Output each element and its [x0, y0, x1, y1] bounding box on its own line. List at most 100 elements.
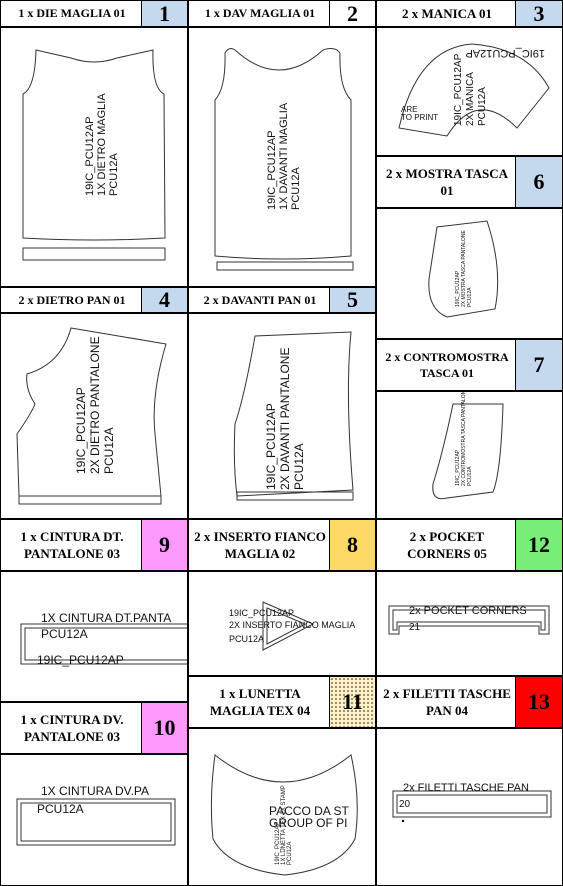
- piece-cell-5: 19IC_PCU12AP 2X DAVANTI PANTALONE PCU12A: [188, 313, 376, 519]
- cell-5-number: 5: [329, 288, 375, 312]
- p5-code: 19IC_PCU12AP: [264, 403, 278, 490]
- header-cell-10: 1 x CINTURA DV. PANTALONE 03 10: [0, 702, 188, 754]
- piece-cell-9: 1X CINTURA DT.PANTA PCU12A 19IC_PCU12AP: [0, 571, 188, 702]
- cell-1-number: 1: [141, 1, 187, 26]
- cell-8-label: 2 x INSERTO FIANCO MAGLIA 02: [194, 529, 326, 561]
- dav-maglia-pattern-piece: 19IC_PCU12AP 1X DAVANTI MAGLIA PCU12A: [214, 48, 354, 271]
- cell-13-label: 2 x FILETTI TASCHE PAN 04: [383, 686, 511, 718]
- p2-name: 1X DAVANTI MAGLIA: [278, 102, 290, 210]
- cell-6-label: 2 x MOSTRA TASCA 01: [386, 166, 508, 198]
- piece-cell-13: 2x FILETTI TASCHE PAN 20: [376, 728, 563, 886]
- dietro-pan-pattern-piece: 19IC_PCU12AP 2X DIETRO PANTALONE PCU12A: [16, 327, 167, 505]
- p2-model: PCU12A: [290, 167, 302, 210]
- p8-name: 2X INSERTO FIANCO MAGLIA: [229, 620, 355, 630]
- p2-code: 19IC_PCU12AP: [266, 131, 278, 211]
- cell-2-label: 1 x DAV MAGLIA 01: [204, 6, 316, 20]
- piece-cell-8: 19IC_PCU12AP 2X INSERTO FIANCO MAGLIA PC…: [188, 571, 376, 676]
- p3-toprint: TO PRINT: [401, 113, 438, 122]
- header-cell-9: 1 x CINTURA DT. PANTALONE 03 9: [0, 519, 188, 571]
- cell-3-label: 2 x MANICA 01: [402, 6, 492, 21]
- p11-pacco: PACCO DA ST: [269, 804, 349, 818]
- p7-name: 2X CONTROMOSTRA TASCA PANTALONE: [461, 392, 467, 486]
- inserto-fianco-pattern-piece: 19IC_PCU12AP 2X INSERTO FIANCO MAGLIA PC…: [229, 601, 355, 651]
- p9-model: PCU12A: [41, 627, 88, 641]
- header-cell-12: 2 x POCKET CORNERS 05 12: [376, 519, 563, 571]
- lunetta-maglia-pattern-piece: PACCO DA ST GROUP OF PI 19IC_PCU12AP 1X …: [210, 754, 358, 876]
- header-cell-7: 2 x CONTROMOSTRA TASCA 01 7: [376, 339, 563, 391]
- p9-code: 19IC_PCU12AP: [37, 653, 124, 667]
- p3-model: PCU12A: [477, 87, 488, 126]
- p1-name: 1X DIETRO MAGLIA: [96, 93, 108, 196]
- cell-13-number: 13: [515, 677, 562, 727]
- p1-code: 19IC_PCU12AP: [84, 117, 96, 197]
- cell-12-number: 12: [515, 520, 562, 570]
- p4-model: PCU12A: [102, 427, 116, 474]
- p8-code: 19IC_PCU12AP: [229, 608, 294, 618]
- p3-are: ARE: [401, 105, 417, 114]
- cell-9-label: 1 x CINTURA DT. PANTALONE 03: [20, 529, 124, 561]
- p12-name: 2x POCKET CORNERS: [409, 605, 527, 617]
- cell-1-label: 1 x DIE MAGLIA 01: [18, 6, 126, 20]
- p7-model: PCU12A: [467, 466, 473, 486]
- p3-code: 19IC_PCU12AP: [453, 53, 464, 126]
- cell-4-number: 4: [141, 288, 187, 312]
- p6-code: 19IC_PCU12AP: [455, 270, 461, 307]
- cintura-dt-pattern-piece: 1X CINTURA DT.PANTA PCU12A 19IC_PCU12AP: [20, 611, 187, 667]
- cell-3-number: 3: [515, 1, 562, 26]
- cell-10-label: 1 x CINTURA DV. PANTALONE 03: [20, 712, 124, 744]
- header-cell-1: 1 x DIE MAGLIA 01 1: [0, 0, 188, 27]
- cell-8-number: 8: [329, 520, 375, 570]
- p8-model: PCU12A: [229, 634, 264, 644]
- p12-number: 21: [409, 622, 421, 633]
- p4-name: 2X DIETRO PANTALONE: [88, 336, 102, 474]
- header-cell-3: 2 x MANICA 01 3: [376, 0, 563, 27]
- contromostra-tasca-pattern-piece: 19IC_PCU12AP 2X CONTROMOSTRA TASCA PANTA…: [432, 392, 504, 500]
- p3-top-code: 19IC_PCU12AP: [466, 47, 546, 59]
- cell-11-number: 11: [329, 677, 375, 727]
- header-cell-5: 2 x DAVANTI PAN 01 5: [188, 287, 376, 313]
- cell-2-number: 2: [329, 1, 375, 26]
- cell-7-number: 7: [515, 340, 562, 390]
- piece-cell-1: 19IC_PCU12AP 1X DIETRO MAGLIA PCU12A: [0, 27, 188, 287]
- manica-pattern-piece: 19IC_PCU12AP 19IC_PCU12AP 2X MANICA PCU1…: [398, 43, 550, 137]
- p11-model: PCU12A: [287, 842, 293, 865]
- p11-name: 1X LUNETTA TEX 2X STAMP: [281, 785, 287, 865]
- p7-code: 19IC_PCU12AP: [455, 449, 461, 486]
- piece-cell-6: 19IC_PCU12AP 2X MOSTRA TASCA PANTALONE P…: [376, 208, 563, 339]
- cell-9-number: 9: [141, 520, 187, 570]
- p11-group: GROUP OF PI: [269, 816, 347, 830]
- piece-cell-3: 19IC_PCU12AP 19IC_PCU12AP 2X MANICA PCU1…: [376, 27, 563, 156]
- p11-code: 19IC_PCU12AP: [275, 822, 281, 865]
- die-maglia-pattern-piece: 19IC_PCU12AP 1X DIETRO MAGLIA PCU12A: [22, 49, 166, 261]
- p1-model: PCU12A: [108, 153, 120, 196]
- p13-number: 20: [399, 799, 411, 810]
- piece-cell-4: 19IC_PCU12AP 2X DIETRO PANTALONE PCU12A: [0, 313, 188, 519]
- header-cell-6: 2 x MOSTRA TASCA 01 6: [376, 156, 563, 208]
- header-cell-8: 2 x INSERTO FIANCO MAGLIA 02 8: [188, 519, 376, 571]
- mostra-tasca-pattern-piece: 19IC_PCU12AP 2X MOSTRA TASCA PANTALONE P…: [428, 220, 499, 318]
- header-cell-11: 1 x LUNETTA MAGLIA TEX 04 11: [188, 676, 376, 728]
- cell-10-number: 10: [141, 703, 187, 753]
- p13-name: 2x FILETTI TASCHE PAN: [403, 782, 529, 794]
- p10-name: 1X CINTURA DV.PA: [41, 784, 149, 798]
- filetti-tasche-pattern-piece: 2x FILETTI TASCHE PAN 20: [392, 782, 552, 823]
- piece-cell-2: 19IC_PCU12AP 1X DAVANTI MAGLIA PCU12A: [188, 27, 376, 287]
- cell-12-label: 2 x POCKET CORNERS 05: [407, 529, 487, 561]
- header-cell-13: 2 x FILETTI TASCHE PAN 04 13: [376, 676, 563, 728]
- p3-name: 2X MANICA: [465, 72, 476, 126]
- piece-cell-10: 1X CINTURA DV.PA PCU12A: [0, 754, 188, 886]
- p9-name: 1X CINTURA DT.PANTA: [41, 611, 171, 625]
- p5-name: 2X DAVANTI PANTALONE: [278, 348, 292, 490]
- piece-cell-12: 2x POCKET CORNERS 21: [376, 571, 563, 676]
- cintura-dv-pattern-piece: 1X CINTURA DV.PA PCU12A: [16, 784, 176, 846]
- cell-4-label: 2 x DIETRO PAN 01: [18, 292, 126, 307]
- piece-cell-7: 19IC_PCU12AP 2X CONTROMOSTRA TASCA PANTA…: [376, 391, 563, 519]
- cell-7-label: 2 x CONTROMOSTRA TASCA 01: [385, 350, 509, 380]
- header-cell-2: 1 x DAV MAGLIA 01 2: [188, 0, 376, 27]
- davanti-pan-pattern-piece: 19IC_PCU12AP 2X DAVANTI PANTALONE PCU12A: [233, 331, 354, 501]
- cell-11-label: 1 x LUNETTA MAGLIA TEX 04: [209, 686, 311, 718]
- piece-cell-11: PACCO DA ST GROUP OF PI 19IC_PCU12AP 1X …: [188, 728, 376, 886]
- p10-model: PCU12A: [37, 802, 84, 816]
- p5-model: PCU12A: [292, 443, 306, 490]
